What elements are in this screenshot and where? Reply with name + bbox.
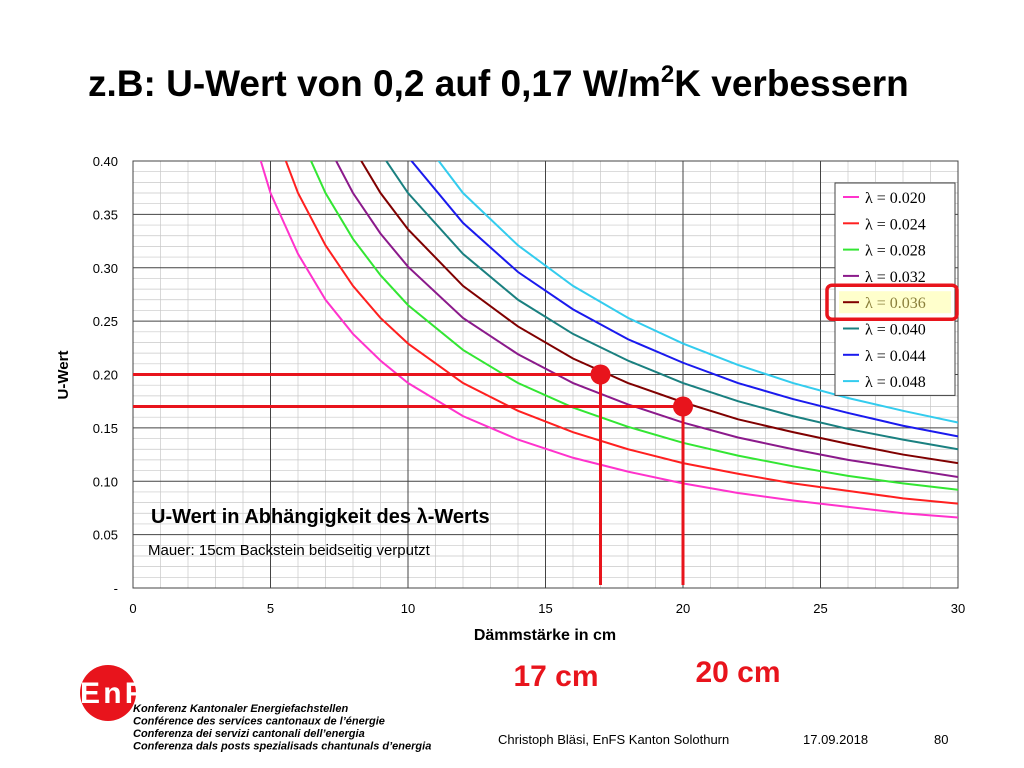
- y-tick-label: -: [114, 581, 118, 596]
- logo-circle: [80, 665, 136, 721]
- marker-point: [590, 364, 611, 385]
- y-tick-label: 0.35: [93, 207, 118, 222]
- curves: [259, 161, 958, 519]
- logo: EnFK: [80, 677, 168, 710]
- y-tick-label: 0.10: [93, 474, 118, 489]
- title-sup: 2: [661, 61, 674, 88]
- slide-title: z.B: U-Wert von 0,2 auf 0,17 W/m2K verbe…: [88, 61, 909, 104]
- legend-label: λ = 0.028: [865, 243, 926, 260]
- y-tick-label: 0.20: [93, 368, 118, 383]
- y-tick-label: 0.15: [93, 421, 118, 436]
- x-axis-label: Dämmstärke in cm: [474, 627, 616, 644]
- x-tick-label: 5: [267, 601, 274, 616]
- plot: 0 5 10 15 20 25 30 - 0.05 0.10 0.15 0.20 0.25 0.30 0.3…: [93, 154, 966, 693]
- x-tick-label: 30: [951, 601, 965, 616]
- legend-highlight: [825, 283, 959, 321]
- curve: [385, 161, 958, 451]
- title-end: K verbessern: [674, 63, 908, 104]
- org-lines: Konferenz Kantonaler EnergiefachstellenC…: [133, 703, 431, 753]
- curve: [437, 161, 958, 424]
- legend-highlight-fill: [839, 291, 951, 314]
- author: Christoph Bläsi, EnFS Kanton Solothurn: [498, 732, 729, 747]
- x-tick-label: 0: [129, 601, 136, 616]
- x-tick-label: 20: [676, 601, 690, 616]
- inner-title: U-Wert in Abhängigkeit des λ-Werts: [151, 506, 490, 528]
- page-number: 80: [934, 732, 948, 747]
- org-line: Konferenz Kantonaler Energiefachstellen: [133, 703, 348, 715]
- marker-point: [673, 396, 693, 417]
- x-tick-label: 15: [538, 601, 552, 616]
- curve: [410, 161, 958, 438]
- y-tick-label: 0.05: [93, 528, 118, 543]
- y-tick-label: 0.30: [93, 261, 118, 276]
- curve: [335, 161, 958, 478]
- legend-label: λ = 0.044: [865, 348, 926, 365]
- curve: [259, 161, 958, 519]
- marker-label: 20 cm: [695, 656, 780, 689]
- inner-subtitle: Mauer: 15cm Backstein beidseitig verputz…: [148, 542, 431, 559]
- legend-box: [834, 182, 956, 396]
- x-tick-label: 25: [813, 601, 827, 616]
- x-tick-label: 10: [401, 601, 415, 616]
- legend-label: λ = 0.032: [865, 269, 926, 286]
- legend-label: λ = 0.024: [865, 216, 926, 233]
- y-tick-label: 0.40: [93, 154, 118, 169]
- legend-label: λ = 0.020: [865, 190, 926, 207]
- date: 17.09.2018: [803, 732, 868, 747]
- y-axis-label: U-Wert: [55, 351, 72, 400]
- title-main: z.B: U-Wert von 0,2 auf 0,17 W/m: [88, 63, 661, 104]
- org-line: Conferenza dei servizi cantonali dell’en…: [133, 728, 365, 740]
- marker-label: 17 cm: [513, 660, 598, 693]
- y-tick-label: 0.25: [93, 314, 118, 329]
- curve: [284, 161, 958, 505]
- legend-label: λ = 0.036: [865, 295, 926, 312]
- curve: [360, 161, 958, 465]
- legend-label: λ = 0.048: [865, 374, 926, 391]
- org-line: Conferenza dals posts spezialisads chant…: [133, 741, 431, 753]
- curve: [309, 161, 958, 491]
- org-line: Conférence des services cantonaux de l’é…: [133, 716, 385, 728]
- legend-label: λ = 0.040: [865, 322, 926, 339]
